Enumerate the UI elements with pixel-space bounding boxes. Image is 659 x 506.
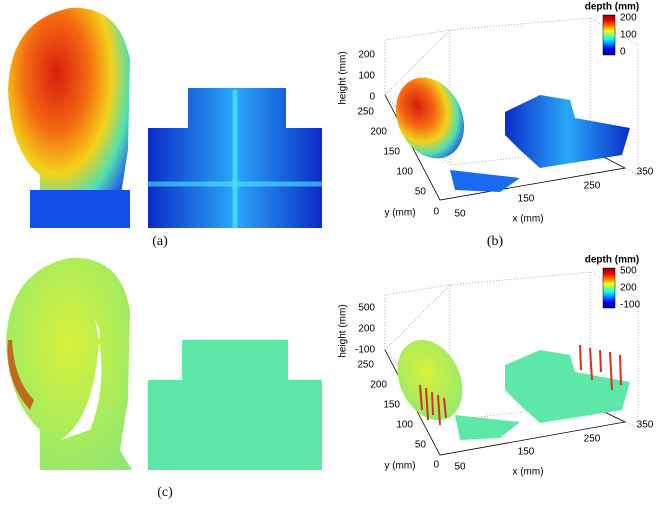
y-tick-label: 150 — [383, 400, 400, 411]
colorbar-tick: 0 — [620, 47, 626, 58]
y-tick-label: 50 — [415, 187, 427, 198]
y-tick-label: 200 — [370, 127, 387, 138]
y-axis-label: y (mm) — [384, 208, 415, 219]
z-tick-label: 500 — [358, 303, 375, 314]
y-tick-label: 100 — [396, 167, 413, 178]
panel-c-images — [6, 257, 322, 470]
colorbar-tick: 100 — [620, 30, 637, 41]
y-tick-label: 200 — [370, 380, 387, 391]
panel-label: (a) — [152, 234, 168, 249]
colorbar-title: depth (mm) — [585, 255, 639, 266]
colorbar-title: depth (mm) — [585, 2, 639, 13]
x-tick-label: 350 — [637, 420, 654, 431]
x-axis-label: x (mm) — [512, 214, 543, 225]
y-axis-label: y (mm) — [384, 461, 415, 472]
x-tick-label: 250 — [584, 181, 601, 192]
x-tick-label: 50 — [454, 462, 466, 473]
x-tick-label: 250 — [584, 434, 601, 445]
z-tick-label: 200 — [358, 324, 375, 335]
y-tick-label: 100 — [396, 420, 413, 431]
z-axis-label: height (mm) — [338, 304, 349, 357]
y-tick-label: 0 — [433, 460, 439, 471]
colorbar-tick: -100 — [620, 300, 640, 311]
colorbar-tick: 200 — [620, 13, 637, 24]
z-tick-label: 0 — [369, 92, 375, 103]
x-axis-label: x (mm) — [512, 467, 543, 478]
colorbar-tick: 200 — [620, 283, 637, 294]
x-tick-label: 50 — [454, 209, 466, 220]
x-tick-label: 150 — [518, 447, 535, 458]
panel-label: (c) — [157, 485, 173, 500]
y-tick-label: 250 — [357, 107, 374, 118]
z-axis-label: height (mm) — [338, 51, 349, 104]
x-tick-label: 350 — [637, 167, 654, 178]
y-tick-label: 150 — [383, 147, 400, 158]
x-tick-label: 150 — [518, 194, 535, 205]
panel-label: (b) — [487, 234, 504, 249]
z-tick-label: -100 — [355, 345, 375, 356]
z-tick-label: 200 — [358, 50, 375, 61]
panel-b-plot — [384, 14, 639, 201]
panel-a-images — [8, 7, 322, 228]
y-tick-label: 250 — [357, 360, 374, 371]
colorbar-tick: 500 — [620, 266, 637, 277]
y-tick-label: 50 — [415, 440, 427, 451]
y-tick-label: 0 — [433, 207, 439, 218]
z-tick-label: 100 — [358, 71, 375, 82]
panel-c-plot — [384, 267, 639, 456]
